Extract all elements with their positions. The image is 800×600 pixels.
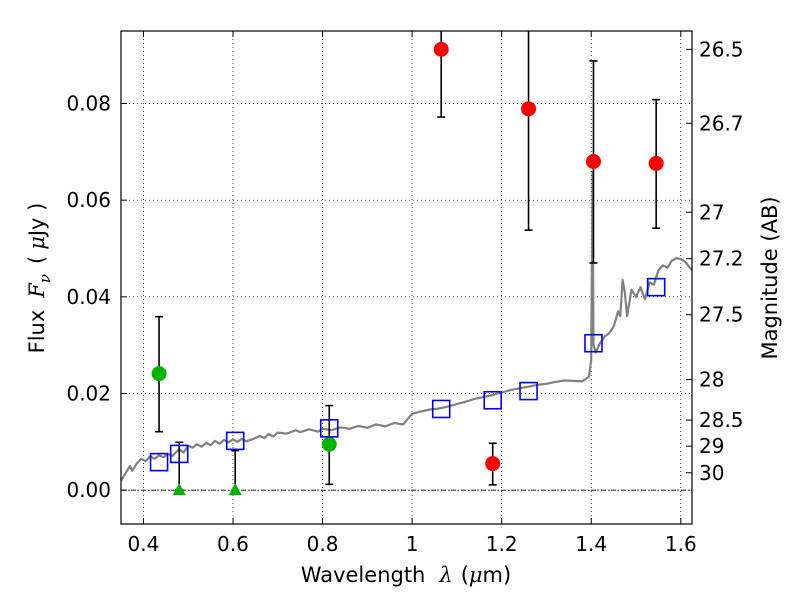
- y-tick-label: 0.00: [66, 478, 111, 502]
- red-data-point: [521, 101, 537, 117]
- y2-tick-label: 28: [699, 367, 724, 391]
- model-square-point: [319, 418, 339, 438]
- x-tick-label: 0.4: [127, 532, 159, 556]
- ticks: [121, 31, 692, 524]
- y2-tick-label: 27: [699, 200, 724, 224]
- x-tick-label: 1: [406, 532, 419, 556]
- y-tick-label: 0.02: [66, 382, 111, 406]
- y2-axis-title: Magnitude (AB): [758, 196, 782, 359]
- x-tick-label: 1.2: [486, 532, 518, 556]
- upper-limit-triangle: [172, 483, 186, 496]
- model-square-point: [169, 444, 189, 464]
- model-square-point: [483, 390, 503, 410]
- y2-tick-label: 30: [699, 461, 724, 485]
- model-square-point: [225, 431, 245, 451]
- green-data-point: [151, 366, 167, 382]
- y2-tick-label: 27.5: [699, 303, 744, 327]
- model-square-point: [519, 381, 538, 401]
- errorbars: [155, 31, 661, 491]
- x-tick-label: 0.6: [217, 532, 249, 556]
- model-square-point: [431, 399, 451, 419]
- y2-tick-label: 26.7: [699, 111, 744, 135]
- red-data-point: [585, 154, 601, 169]
- grid: [121, 31, 692, 524]
- y2-tick-label: 28.5: [699, 408, 744, 432]
- green-data-point: [321, 436, 337, 452]
- model-square-point: [149, 452, 169, 472]
- markers: [149, 41, 666, 496]
- y-axis-title: FluxFν(μJy ): [25, 203, 54, 354]
- y-tick-label: 0.04: [66, 285, 111, 309]
- y-tick-label: 0.06: [66, 188, 111, 212]
- plot-frame: [120, 30, 693, 525]
- x-tick-label: 0.8: [307, 532, 339, 556]
- model-square-point: [584, 333, 603, 353]
- sed-model-curve: [120, 170, 693, 482]
- model-square-point: [646, 277, 666, 297]
- upper-limit-triangle: [228, 483, 242, 496]
- red-data-point: [485, 456, 501, 472]
- red-data-point: [433, 41, 449, 57]
- y2-tick-label: 29: [699, 434, 724, 458]
- x-tick-label: 1.6: [665, 532, 697, 556]
- x-tick-label: 1.4: [575, 532, 607, 556]
- y2-tick-label: 27.2: [699, 247, 744, 271]
- y-tick-label: 0.08: [66, 92, 111, 116]
- tick-labels: 0.4 0.6 0.8 1 1.2 1.4 1.6 0.00 0.02 0.04 0.06 0.08 2…: [66, 37, 743, 556]
- sed-group: [120, 170, 693, 482]
- y2-tick-label: 26.5: [699, 37, 744, 61]
- x-axis-title: Wavelength λ (μm): [301, 563, 511, 587]
- red-data-point: [648, 155, 664, 171]
